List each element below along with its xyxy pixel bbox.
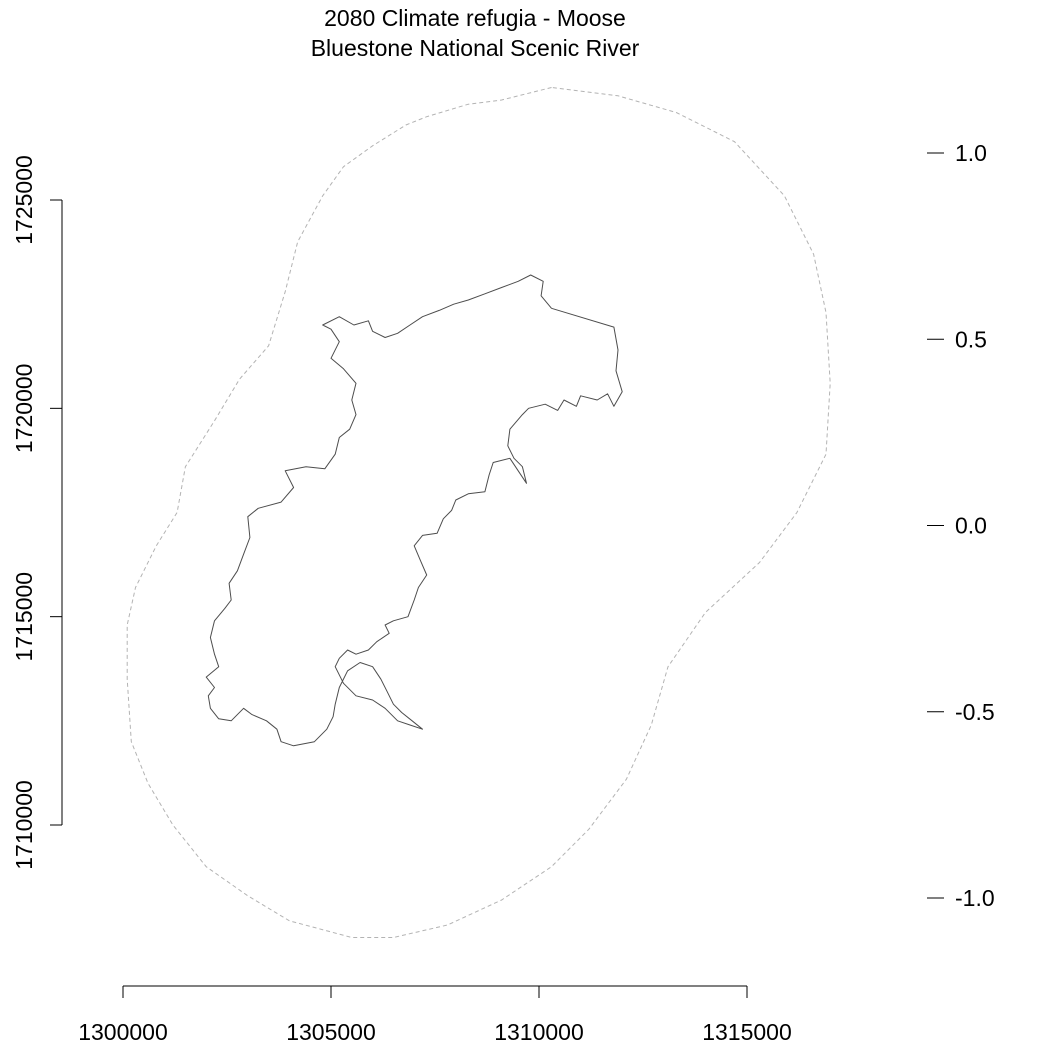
- map-layers: [126, 87, 831, 938]
- scale-tick-label: 1.0: [955, 140, 987, 166]
- scale-tick-label: 0.5: [955, 326, 987, 352]
- map-title-line1: 2080 Climate refugia - Moose: [324, 5, 626, 31]
- x-tick-label: 1305000: [286, 1019, 376, 1045]
- y-tick-label: 1725000: [11, 155, 37, 245]
- y-tick-label: 1720000: [11, 364, 37, 454]
- x-axis: 1300000 1305000 1310000 1315000: [78, 985, 792, 1045]
- y-tick-label: 1710000: [11, 780, 37, 870]
- x-tick-label: 1310000: [494, 1019, 584, 1045]
- scale-tick-label: -0.5: [955, 699, 995, 725]
- scale-tick-label: -1.0: [955, 885, 995, 911]
- map-title-line2: Bluestone National Scenic River: [311, 35, 640, 61]
- scale-tick-label: 0.0: [955, 513, 987, 539]
- legend-scale-axis: 1.0 0.5 0.0 -0.5 -1.0: [927, 140, 995, 911]
- x-tick-label: 1300000: [78, 1019, 168, 1045]
- y-tick-label: 1715000: [11, 572, 37, 662]
- x-tick-label: 1315000: [702, 1019, 792, 1045]
- park-boundary-line: [205, 274, 623, 747]
- buffer-outline: [126, 87, 831, 938]
- y-axis: 1710000 1715000 1720000 1725000: [11, 155, 63, 870]
